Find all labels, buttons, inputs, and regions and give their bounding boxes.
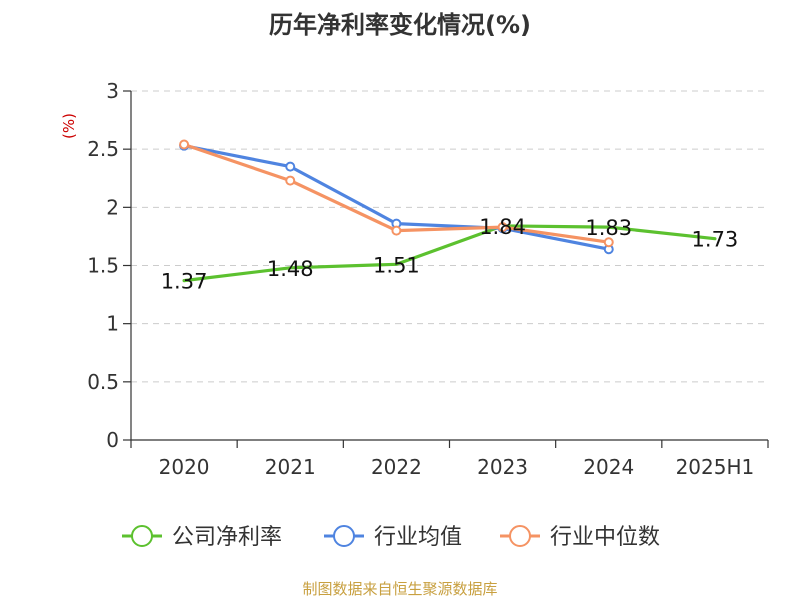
axes: 0 0.5 1 1.5 2 2.5 3 2020 2021 2022 2023 2024 2025H1 [87,79,769,479]
legend-marker [509,525,531,547]
data-label: 1.48 [267,257,314,281]
legend-label: 行业均值 [374,525,462,550]
y-tick-label: 2 [106,195,119,219]
data-label: 1.73 [692,228,739,252]
series-point-2[interactable] [285,175,296,186]
chart-title: 历年净利率变化情况(%) [269,11,531,39]
series-layer: 1.37 1.48 1.51 1.84 1.83 1.73 [161,139,739,294]
data-label: 1.37 [161,270,208,294]
grid-lines [131,90,768,383]
series-line-0 [182,224,717,283]
data-label: 1.83 [585,216,632,240]
legend-marker [333,525,355,547]
source-note: 制图数据来自恒生聚源数据库 [302,580,497,598]
y-tick-label: 1.5 [87,254,119,278]
data-label: 1.84 [479,215,526,239]
y-tick-label: 2.5 [87,137,119,161]
legend-item-1[interactable]: 行业均值 [324,525,462,550]
x-tick-label: 2022 [371,455,422,479]
series-point-2[interactable] [497,222,508,233]
legend-marker [131,525,153,547]
y-tick-label: 0.5 [87,370,119,394]
legend-item-2[interactable]: 行业中位数 [500,525,660,550]
x-tick-label: 2024 [583,455,634,479]
y-tick-label: 1 [106,312,119,336]
series-point-2[interactable] [391,225,402,236]
x-tick-label: 2025H1 [676,455,755,479]
legend[interactable]: 公司净利率 行业均值 行业中位数 [122,525,660,550]
legend-label: 行业中位数 [550,525,660,550]
x-tick-label: 2023 [477,455,528,479]
y-axis-unit-label: (%) [60,113,78,139]
series-point-2[interactable] [603,237,614,248]
data-label: 1.51 [373,253,420,277]
legend-item-0[interactable]: 公司净利率 [122,525,282,550]
x-tick-label: 2020 [159,455,210,479]
series-point-1[interactable] [285,161,296,172]
series-point-2[interactable] [179,139,190,150]
y-tick-label: 3 [106,79,119,103]
x-tick-label: 2021 [265,455,316,479]
legend-label: 公司净利率 [172,525,282,550]
y-tick-label: 0 [106,428,119,452]
